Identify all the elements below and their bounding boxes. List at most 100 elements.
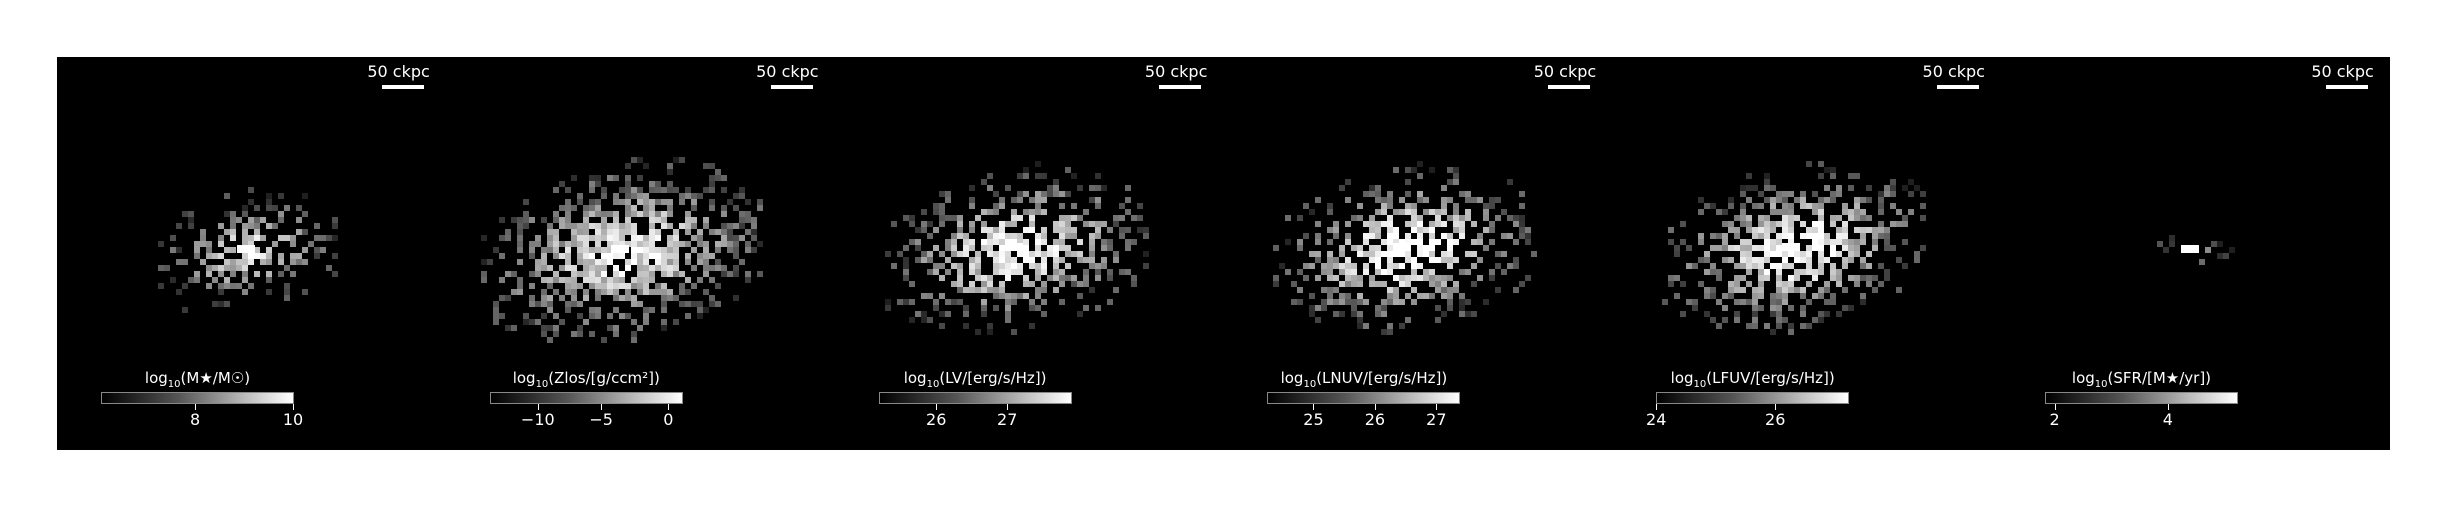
- map-pixel: [642, 205, 649, 211]
- map-pixel: [648, 235, 655, 241]
- map-pixel: [2156, 241, 2163, 247]
- map-pixel: [744, 211, 751, 217]
- map-pixel: [902, 299, 909, 305]
- map-pixel: [1866, 185, 1873, 191]
- map-pixel: [600, 187, 607, 193]
- map-pixel: [624, 205, 631, 211]
- map-pixel: [1333, 311, 1340, 317]
- map-pixel: [720, 265, 727, 271]
- map-pixel: [636, 301, 643, 307]
- map-pixel: [1142, 251, 1149, 257]
- map-pixel: [242, 271, 248, 277]
- map-pixel: [1339, 251, 1346, 257]
- map-pixel: [944, 311, 951, 317]
- map-pixel: [1094, 269, 1101, 275]
- map-pixel: [1405, 203, 1412, 209]
- map-pixel: [1686, 299, 1693, 305]
- map-pixel: [630, 259, 637, 265]
- map-pixel: [1477, 275, 1484, 281]
- map-pixel: [1740, 185, 1747, 191]
- map-pixel: [986, 173, 993, 179]
- map-pixel: [1417, 233, 1424, 239]
- map-pixel: [1908, 179, 1915, 185]
- map-pixel: [1387, 329, 1394, 335]
- map-pixel: [1890, 203, 1897, 209]
- map-pixel: [558, 241, 565, 247]
- map-pixel: [1776, 275, 1783, 281]
- map-pixel: [1447, 197, 1454, 203]
- map-pixel: [654, 187, 661, 193]
- map-pixel: [1094, 173, 1101, 179]
- colorbar: [2044, 392, 2238, 404]
- map-pixel: [1818, 161, 1825, 167]
- map-pixel: [1022, 251, 1029, 257]
- map-pixel: [1016, 173, 1023, 179]
- map-pixel: [170, 277, 176, 283]
- map-pixel: [726, 271, 733, 277]
- map-pixel: [1818, 203, 1825, 209]
- map-pixel: [1387, 215, 1394, 221]
- map-pixel: [1477, 257, 1484, 263]
- map-pixel: [1405, 191, 1412, 197]
- map-pixel: [1836, 227, 1843, 233]
- map-pixel: [1776, 299, 1783, 305]
- map-pixel: [1513, 263, 1520, 269]
- map-pixel: [630, 235, 637, 241]
- map-pixel: [690, 199, 697, 205]
- map-pixel: [968, 257, 975, 263]
- map-pixel: [1040, 299, 1047, 305]
- map-pixel: [1124, 227, 1131, 233]
- map-pixel: [1429, 227, 1436, 233]
- map-pixel: [1315, 275, 1322, 281]
- map-pixel: [1752, 287, 1759, 293]
- map-pixel: [1854, 203, 1861, 209]
- map-pixel: [992, 233, 999, 239]
- map-pixel: [1818, 311, 1825, 317]
- map-pixel: [1052, 191, 1059, 197]
- map-pixel: [914, 239, 921, 245]
- map-pixel: [986, 245, 993, 251]
- map-pixel: [1369, 227, 1376, 233]
- map-pixel: [1776, 293, 1783, 299]
- map-pixel: [1770, 305, 1777, 311]
- map-pixel: [242, 235, 248, 241]
- map-pixel: [1399, 251, 1406, 257]
- map-pixel: [1315, 251, 1322, 257]
- map-pixel: [1776, 311, 1783, 317]
- map-pixel: [1794, 215, 1801, 221]
- map-pixel: [642, 247, 649, 253]
- map-pixel: [612, 295, 619, 301]
- map-pixel: [528, 295, 535, 301]
- map-pixel: [1459, 227, 1466, 233]
- map-pixel: [230, 211, 236, 217]
- map-pixel: [266, 205, 272, 211]
- map-pixel: [660, 319, 667, 325]
- colorbar-tick-label: 26: [1765, 410, 1786, 429]
- map-pixel: [1381, 221, 1388, 227]
- map-pixel: [600, 235, 607, 241]
- map-pixel: [1381, 269, 1388, 275]
- map-pixel: [552, 217, 559, 223]
- map-pixel: [1088, 221, 1095, 227]
- map-pixel: [714, 175, 721, 181]
- map-pixel: [260, 253, 266, 259]
- map-pixel: [1716, 299, 1723, 305]
- map-pixel: [230, 259, 236, 265]
- map-pixel: [582, 205, 589, 211]
- map-pixel: [284, 235, 290, 241]
- map-pixel: [492, 301, 499, 307]
- map-pixel: [1447, 263, 1454, 269]
- map-pixel: [1878, 191, 1885, 197]
- map-pixel: [1381, 329, 1388, 335]
- map-pixel: [1100, 245, 1107, 251]
- map-pixel: [992, 293, 999, 299]
- map-pixel: [1465, 215, 1472, 221]
- map-pixel: [968, 245, 975, 251]
- colorbar-tick: [1313, 404, 1315, 410]
- map-pixel: [576, 229, 583, 235]
- map-pixel: [612, 235, 619, 241]
- map-pixel: [732, 265, 739, 271]
- map-pixel: [1746, 281, 1753, 287]
- map-pixel: [1848, 209, 1855, 215]
- map-pixel: [1776, 221, 1783, 227]
